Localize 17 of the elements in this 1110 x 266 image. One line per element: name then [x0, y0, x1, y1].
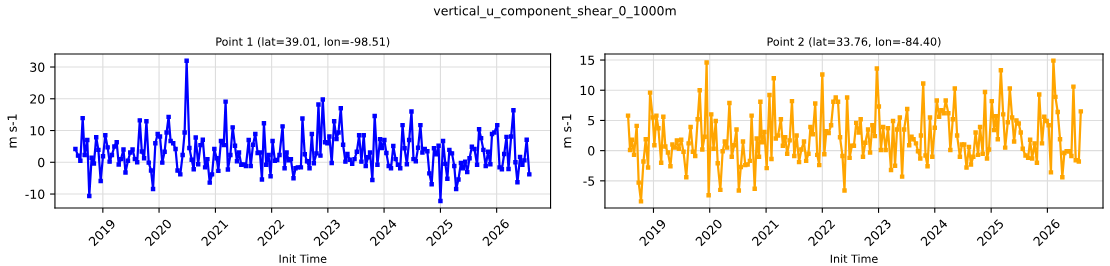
y-tick-label: 0	[588, 146, 595, 156]
y-tick-label: 20	[30, 94, 45, 104]
y-axis-title: m s-1	[7, 114, 17, 148]
x-axis-title: Init Time	[830, 254, 878, 263]
y-tick-label: 5	[588, 116, 595, 126]
y-tick-label: 10	[580, 85, 595, 96]
y-tick-label: -5	[583, 176, 595, 186]
y-tick-label: 30	[30, 62, 45, 72]
text: vertical_u_component_shear_0_1000m	[433, 5, 676, 19]
y-tick-label: -10	[25, 189, 45, 199]
y-axis-title: m s-1	[562, 114, 572, 148]
chart-title: Point 2 (lat=33.76, lon=-84.40)	[767, 37, 941, 48]
y-tick-label: 0	[38, 157, 45, 168]
y-tick-label: 10	[30, 126, 45, 136]
y-tick-label: 15	[580, 55, 595, 65]
x-axis-title: Init Time	[279, 254, 327, 263]
chart-title: Point 1 (lat=39.01, lon=-98.51)	[216, 37, 390, 48]
